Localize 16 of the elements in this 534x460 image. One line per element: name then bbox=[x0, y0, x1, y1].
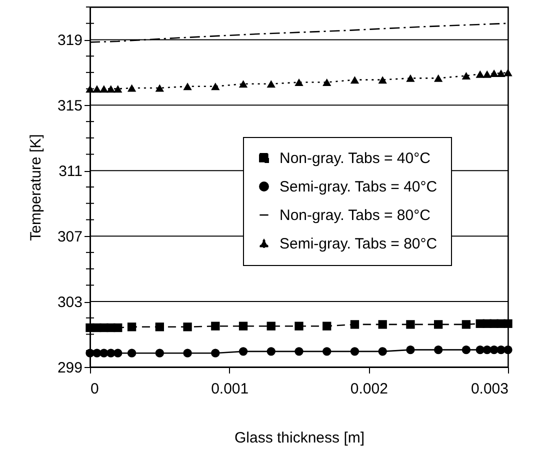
legend-label: Non-gray. Tabs = 80°C bbox=[280, 207, 431, 224]
x-tick-label: 0.001 bbox=[211, 380, 249, 398]
legend-label: Semi-gray. Tabs = 80°C bbox=[280, 236, 438, 252]
y-tick-label: 319 bbox=[57, 32, 82, 50]
legend-label: Semi-gray. Tabs = 40°C bbox=[280, 178, 438, 196]
y-tick-label: 315 bbox=[57, 98, 82, 115]
y-tick-label: 303 bbox=[57, 294, 82, 312]
y-tick-label: 311 bbox=[58, 163, 82, 180]
legend-label: Non-gray. Tabs = 40°C bbox=[280, 150, 431, 167]
y-tick-label: 307 bbox=[57, 228, 82, 246]
y-axis-title: Temperature [K] bbox=[27, 134, 44, 241]
x-tick-label: 0.003 bbox=[470, 380, 508, 398]
x-axis-title: Glass thickness [m] bbox=[234, 430, 365, 446]
x-tick-label: 0.002 bbox=[350, 380, 388, 398]
y-tick-label: 299 bbox=[57, 360, 82, 376]
x-tick-label: 0 bbox=[90, 380, 99, 398]
